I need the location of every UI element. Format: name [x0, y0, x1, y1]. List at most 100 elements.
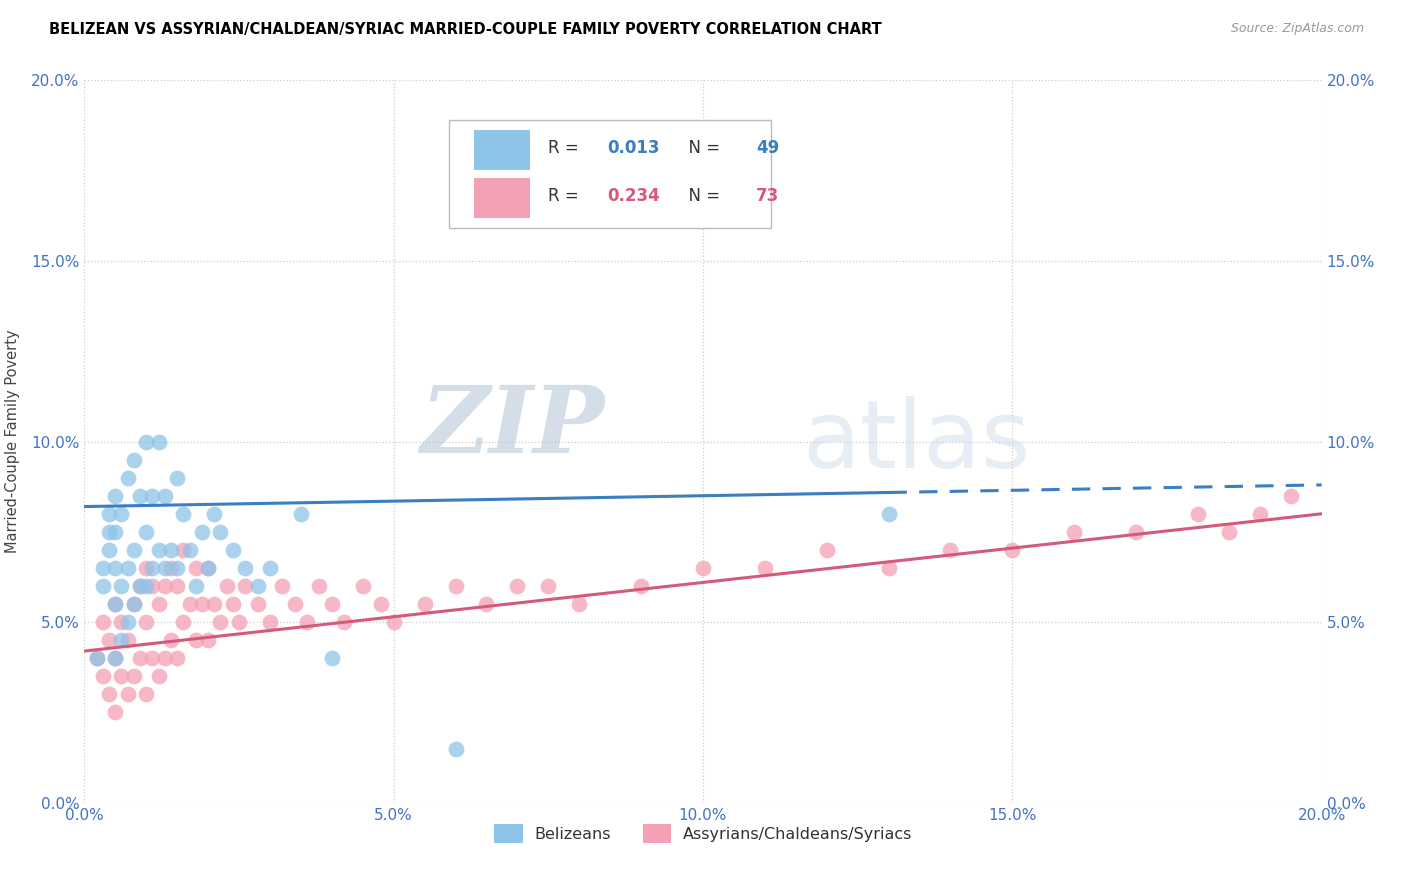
Point: [91, 561, 114, 575]
Point: [110, 669, 132, 683]
Point: [104, 706, 127, 720]
Point: [122, 597, 145, 611]
Point: [246, 597, 269, 611]
Point: [222, 597, 245, 611]
Text: atlas: atlas: [801, 395, 1031, 488]
Point: [135, 561, 157, 575]
Text: N =: N =: [678, 187, 725, 205]
Point: [209, 615, 232, 630]
Point: [308, 579, 330, 593]
Y-axis label: Married-Couple Family Poverty: Married-Couple Family Poverty: [6, 330, 20, 553]
Text: Source: ZipAtlas.com: Source: ZipAtlas.com: [1230, 22, 1364, 36]
Point: [153, 651, 176, 665]
Point: [98, 507, 121, 521]
Point: [692, 561, 714, 575]
Point: [352, 579, 374, 593]
Text: R =: R =: [548, 187, 585, 205]
FancyBboxPatch shape: [474, 178, 530, 218]
Point: [184, 579, 207, 593]
Point: [98, 542, 121, 557]
Point: [1125, 524, 1147, 539]
Point: [630, 579, 652, 593]
Point: [122, 669, 145, 683]
Point: [475, 597, 498, 611]
Point: [110, 507, 132, 521]
Point: [98, 687, 121, 701]
Point: [153, 561, 176, 575]
Point: [877, 507, 900, 521]
Point: [122, 542, 145, 557]
Point: [86, 651, 108, 665]
Text: ZIP: ZIP: [420, 382, 605, 472]
FancyBboxPatch shape: [450, 120, 770, 228]
Point: [1218, 524, 1240, 539]
Point: [259, 615, 281, 630]
Point: [91, 579, 114, 593]
Point: [444, 741, 467, 756]
Point: [117, 471, 139, 485]
Point: [259, 561, 281, 575]
Point: [129, 579, 152, 593]
Point: [754, 561, 776, 575]
Text: BELIZEAN VS ASSYRIAN/CHALDEAN/SYRIAC MARRIED-COUPLE FAMILY POVERTY CORRELATION C: BELIZEAN VS ASSYRIAN/CHALDEAN/SYRIAC MAR…: [49, 22, 882, 37]
Point: [233, 579, 256, 593]
Point: [1279, 489, 1302, 503]
Point: [172, 615, 194, 630]
Point: [86, 651, 108, 665]
FancyBboxPatch shape: [474, 130, 530, 170]
Point: [197, 633, 219, 648]
Text: 73: 73: [756, 187, 779, 205]
Point: [166, 651, 188, 665]
Point: [172, 507, 194, 521]
Point: [939, 542, 962, 557]
Point: [184, 561, 207, 575]
Point: [215, 579, 238, 593]
Point: [160, 633, 183, 648]
Text: N =: N =: [678, 139, 725, 157]
Point: [333, 615, 356, 630]
Point: [166, 579, 188, 593]
Point: [191, 524, 214, 539]
Point: [153, 579, 176, 593]
Point: [321, 651, 343, 665]
Point: [568, 597, 591, 611]
Point: [179, 542, 201, 557]
Point: [160, 542, 183, 557]
Point: [98, 524, 121, 539]
Point: [117, 687, 139, 701]
Point: [191, 597, 214, 611]
Point: [110, 615, 132, 630]
Point: [172, 542, 194, 557]
Point: [815, 542, 838, 557]
Point: [197, 561, 219, 575]
Point: [321, 597, 343, 611]
Point: [104, 651, 127, 665]
Point: [202, 597, 225, 611]
Point: [166, 471, 188, 485]
Point: [148, 669, 170, 683]
Point: [135, 615, 157, 630]
Point: [98, 633, 121, 648]
Point: [117, 561, 139, 575]
Text: 0.013: 0.013: [607, 139, 661, 157]
Point: [202, 507, 225, 521]
Point: [537, 579, 560, 593]
Point: [135, 579, 157, 593]
Point: [1001, 542, 1024, 557]
Point: [141, 579, 163, 593]
Point: [290, 507, 312, 521]
Text: 49: 49: [756, 139, 779, 157]
Point: [179, 597, 201, 611]
Legend: Belizeans, Assyrians/Chaldeans/Syriacs: Belizeans, Assyrians/Chaldeans/Syriacs: [488, 818, 918, 849]
Point: [141, 489, 163, 503]
Point: [91, 669, 114, 683]
Point: [222, 542, 245, 557]
Point: [135, 524, 157, 539]
Point: [284, 597, 307, 611]
Point: [141, 651, 163, 665]
Point: [104, 561, 127, 575]
Point: [148, 434, 170, 449]
Point: [413, 597, 436, 611]
Point: [506, 579, 529, 593]
Point: [246, 579, 269, 593]
